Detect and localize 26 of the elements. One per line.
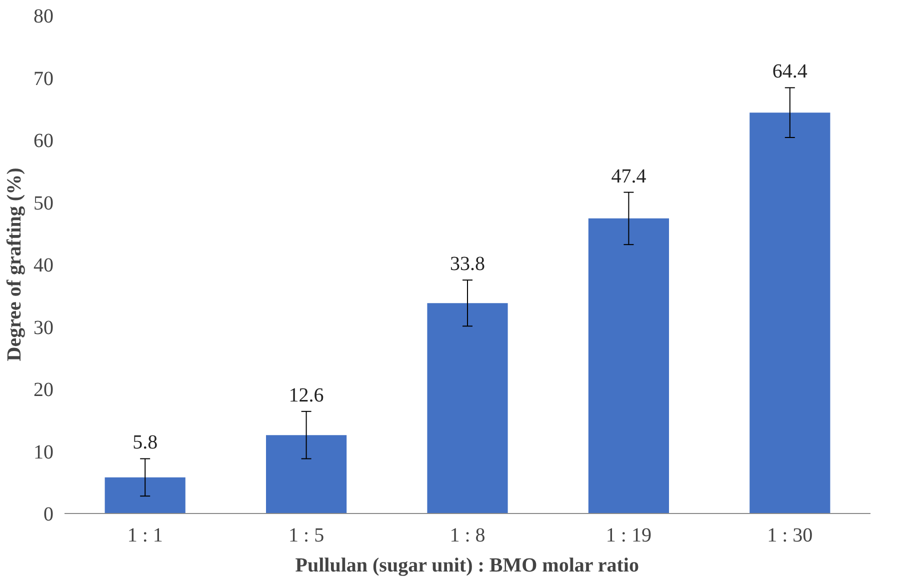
data-label: 12.6 xyxy=(288,384,324,406)
data-label: 64.4 xyxy=(772,60,808,83)
data-label: 33.8 xyxy=(450,253,485,276)
y-tick-label: 40 xyxy=(34,254,54,276)
y-tick-label: 30 xyxy=(34,316,54,339)
x-tick-label: 1 : 1 xyxy=(127,524,163,546)
y-tick-label: 20 xyxy=(34,379,54,401)
y-axis-title: Degree of grafting (%) xyxy=(4,168,26,362)
x-tick-label: 1 : 5 xyxy=(288,524,324,546)
y-tick-label: 50 xyxy=(34,192,54,214)
y-tick-label: 0 xyxy=(44,504,54,526)
bar xyxy=(427,303,508,514)
x-tick-label: 1 : 30 xyxy=(767,524,813,546)
y-tick-label: 80 xyxy=(34,6,54,28)
bar xyxy=(750,112,830,514)
x-axis-title: Pullulan (sugar unit) : BMO molar ratio xyxy=(295,554,640,576)
bar xyxy=(266,435,347,514)
data-label: 47.4 xyxy=(611,165,646,188)
y-tick-label: 60 xyxy=(34,130,54,152)
y-tick-label: 10 xyxy=(34,441,54,464)
y-tick-label: 70 xyxy=(34,68,54,90)
x-tick-label: 1 : 8 xyxy=(450,524,486,546)
bar xyxy=(588,218,669,514)
data-label: 5.8 xyxy=(132,432,158,454)
bar xyxy=(104,477,186,514)
x-tick-label: 1 : 19 xyxy=(606,524,652,546)
